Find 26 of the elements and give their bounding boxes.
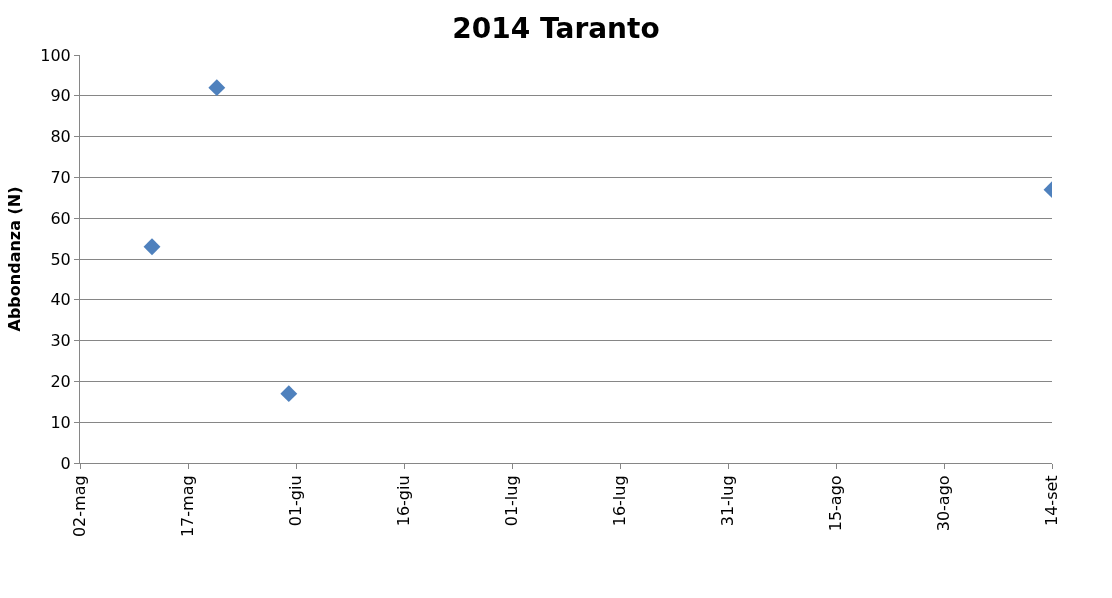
x-tick-label: 30-ago [934, 475, 954, 532]
x-tick-label: 15-ago [826, 475, 846, 532]
y-tick-label: 10 [50, 412, 71, 432]
y-tick-label: 50 [50, 249, 71, 269]
y-tick-label: 20 [50, 372, 71, 391]
y-tick-label: 60 [50, 208, 71, 228]
x-tick-label: 16-lug [610, 475, 630, 527]
y-tick-label: 90 [50, 86, 71, 106]
y-tick-label: 0 [60, 453, 71, 473]
point [208, 79, 226, 97]
y-tick-label: 30 [50, 331, 71, 351]
y-axis-title: Abbondanza (N) [5, 186, 25, 332]
y-tick-label: 100 [40, 45, 71, 65]
y-tick-label: 70 [50, 168, 71, 187]
x-tick-label: 01-lug [502, 475, 522, 527]
x-tick-label: 31-lug [718, 475, 738, 527]
point [280, 385, 298, 403]
y-tick-label: 40 [50, 290, 71, 310]
point [143, 238, 161, 256]
chart-title: 2014 Taranto [452, 11, 660, 45]
x-tick-label: 16-giu [394, 475, 414, 527]
x-tick-label: 01-giu [286, 475, 306, 527]
y-tick-label: 80 [50, 127, 71, 147]
x-tick-label: 14-set [1042, 475, 1062, 526]
x-tick-label: 17-mag [178, 475, 198, 538]
x-tick-label: 02-mag [70, 475, 90, 538]
